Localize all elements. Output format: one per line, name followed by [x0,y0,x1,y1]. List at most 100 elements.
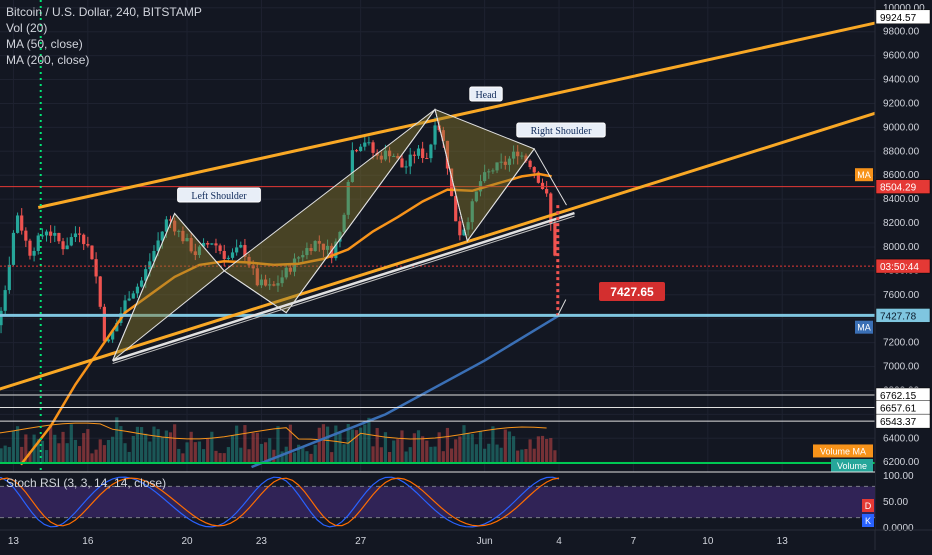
candle-body [20,215,24,231]
candle-body [214,243,218,246]
volume-bar [483,448,487,462]
volume-bar [53,434,57,462]
legend-title: Bitcoin / U.S. Dollar, 240, BITSTAMP [6,5,202,19]
channel-upper-line [37,14,907,209]
side-tag-bg [813,444,873,458]
candle-body [144,269,148,281]
volume-bar [342,444,346,462]
volume-bar [499,447,503,462]
volume-bar [11,430,16,462]
candle-body [487,171,491,173]
candle-body [69,237,73,246]
candle-body [235,247,239,253]
volume-bar [226,447,230,462]
stoch-axis: 100.00 50.00 0.0000 [883,471,914,534]
price-label: 6657.61 [880,403,917,414]
candle-body [524,155,528,161]
volume-bar [458,436,462,462]
price-axis: 10000.00 9800.00 9600.00 9400.00 9200.00 9000… [874,0,932,550]
volume-bar [379,447,383,462]
candle-body [421,148,425,159]
time-tick-label: 27 [355,536,367,547]
ma200-line [251,314,560,469]
candle-body [317,241,321,244]
candle-body [53,232,57,236]
candle-body [396,155,400,159]
candle-body [458,221,462,236]
volume-bar [201,449,206,462]
time-tick-label: 13 [8,536,20,547]
volume-bar [73,439,78,462]
volume-bar [239,447,243,462]
volume-bar [325,426,330,462]
volume-bar [503,429,507,462]
candle-body [367,142,371,144]
candle-body [276,283,280,286]
candle-body [516,151,520,157]
candle-body [243,245,247,257]
candle-body [404,166,408,168]
candle-body [7,264,11,291]
price-label: 6762.15 [880,391,917,402]
price-tick-label: 10000.00 [883,3,925,14]
candle-body [532,167,536,173]
volume-bar [536,436,540,462]
target-pointer [557,299,567,316]
price-tick-label: 8000.00 [883,242,920,253]
candle-body [359,146,363,152]
volume-bar [383,432,388,462]
volume-bar [168,432,173,462]
candle-body [218,245,222,251]
candle-body [3,290,7,311]
candle-body [226,257,230,259]
candles [0,117,557,344]
candle-body [507,158,512,165]
candle-body [280,277,284,284]
stoch-tick-label: 50.00 [883,497,908,508]
volume-bars [0,417,557,462]
time-tick-label: 7 [631,536,637,547]
candle-body [181,230,185,242]
side-tag-bg [855,168,873,182]
right-shoulder-label: Right Shoulder [531,126,593,137]
volume-bar [321,424,326,462]
candle-body [230,252,235,258]
price-tick-label: 9200.00 [883,98,920,109]
candle-body [499,161,503,163]
candle-body [115,322,119,332]
candle-body [528,160,532,168]
volume-bar [189,431,193,462]
candle-body [545,189,549,194]
price-label: 8504.29 [880,183,917,194]
volume-bar [408,447,412,462]
head-label-bg [469,86,503,102]
volume-bar [495,444,499,462]
stoch-tick-label: 100.00 [883,471,914,482]
candle-body [222,250,226,259]
candle-body [255,268,259,286]
candle-body [247,256,251,266]
volume-bar [28,451,32,462]
price-label: 7427.78 [880,311,917,322]
volume-bar [292,452,297,462]
volume-bar [359,427,363,462]
neckline [112,211,575,362]
price-label: 9924.57 [880,13,917,24]
candle-body [342,214,346,232]
volume-bar [156,429,160,462]
volume-bar [115,417,119,462]
volume-bar [334,425,338,462]
volume-bar [106,439,111,462]
volume-bar [98,439,102,462]
volume-bar [309,453,313,462]
volume-bar [127,451,131,462]
volume-bar [251,432,255,462]
stoch-k-line [0,476,560,528]
stoch-tag: K [865,516,871,526]
candle-body [466,222,470,230]
volume-bar [367,417,371,462]
candle-body [449,168,454,197]
candle-body [173,220,177,232]
candle-body [152,250,156,262]
